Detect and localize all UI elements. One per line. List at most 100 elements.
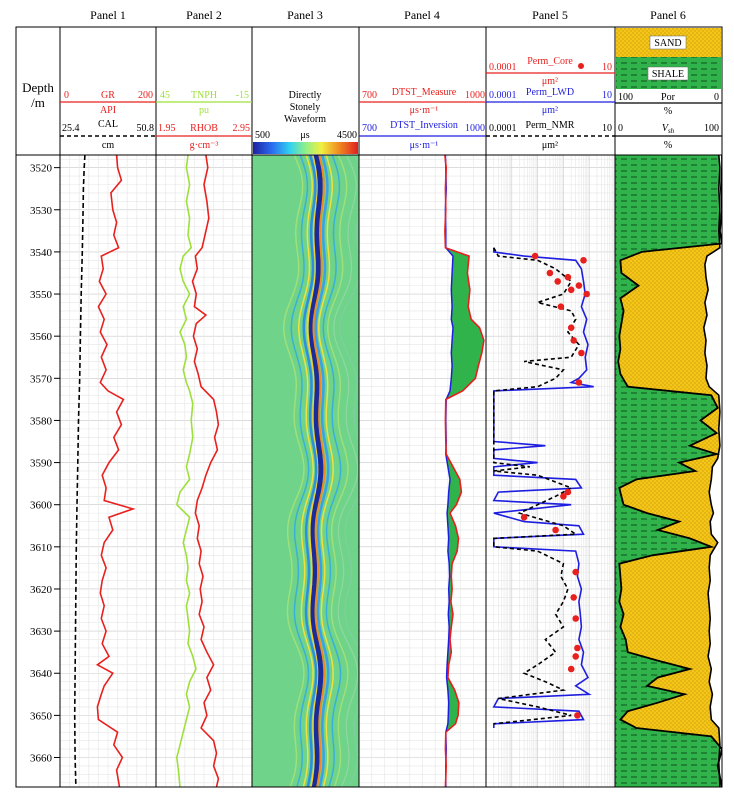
por-name: Por — [661, 92, 676, 103]
depth-tick-label: 3650 — [30, 710, 53, 722]
depth-tick-label: 3640 — [30, 668, 53, 680]
perm-core-max: 10 — [602, 62, 612, 73]
perm-core-point — [570, 594, 577, 601]
waveform-band — [283, 155, 305, 787]
perm-core-point — [557, 303, 565, 311]
tnph-unit: pu — [199, 105, 209, 116]
perm-core-point — [575, 379, 583, 386]
perm-core-point — [574, 644, 581, 652]
gr-max: 200 — [138, 90, 153, 101]
depth-tick-label: 3540 — [30, 247, 53, 259]
dtst-inversion-curve — [444, 155, 454, 787]
perm-core-point — [578, 349, 585, 357]
perm-core-name: Perm_Core — [527, 56, 573, 67]
porosity-fill — [703, 155, 722, 787]
vsh-name: Vsh — [662, 123, 675, 135]
perm-core-point — [572, 653, 579, 660]
gr-name: GR — [101, 90, 115, 101]
panel-3-title: Panel 3 — [287, 8, 323, 22]
waveform-band — [322, 155, 342, 787]
depth-tick-label: 3530 — [30, 205, 53, 217]
dtst-inversion-min: 700 — [362, 123, 377, 134]
perm-core-point — [546, 269, 554, 277]
vsh-unit: % — [664, 140, 672, 151]
perm-core-min: 0.0001 — [489, 62, 517, 73]
por-max: 0 — [714, 92, 719, 103]
waveform-band — [327, 155, 349, 787]
perm-core-legend-dot — [578, 63, 584, 69]
depth-tick-label: 3520 — [30, 163, 53, 175]
tnph-curve — [175, 155, 197, 787]
panel-6-header: SAND SHALE 100 Por 0 % 0 Vsh 100 % — [615, 28, 722, 151]
perm-core-unit: μm² — [542, 76, 558, 87]
cal-name: CAL — [98, 119, 118, 130]
track-frame — [15, 154, 723, 788]
cal-max: 50.8 — [137, 123, 155, 134]
perm-core-point — [567, 286, 575, 294]
shale-legend-label: SHALE — [652, 69, 684, 80]
wave-unit: μs — [300, 130, 309, 141]
rhob-min: 1.95 — [158, 123, 176, 134]
waveform-band — [314, 155, 330, 787]
perm-lwd-unit: μm² — [542, 105, 558, 116]
tnph-name: TNPH — [191, 90, 217, 101]
perm-core-point — [560, 493, 567, 500]
panel-titles: Panel 1 Panel 2 Panel 3 Panel 4 Panel 5 … — [90, 8, 686, 22]
vsh-name-main: V — [662, 123, 670, 134]
panel-5-title: Panel 5 — [532, 8, 568, 22]
waveform-band — [308, 155, 324, 787]
dtst-measure-max: 1000 — [465, 90, 485, 101]
track-1 — [73, 155, 136, 787]
gr-unit: API — [100, 105, 116, 116]
depth-tick-label: 3630 — [30, 626, 53, 638]
depth-ticks: 3520 3530 3540 3550 3560 3570 3580 3590 3600 3610… — [30, 163, 60, 765]
perm-core-point — [564, 488, 572, 496]
dtst-measure-min: 700 — [362, 90, 377, 101]
panel-2-header: 45 TNPH -15 pu 1.95 RHOB 2.95 g·cm⁻³ — [156, 90, 252, 151]
por-unit: % — [664, 106, 672, 117]
panel-4-title: Panel 4 — [404, 8, 440, 22]
perm-nmr-unit: μm² — [542, 140, 558, 151]
panel-5-header: Perm_Core 0.0001 10 μm² 0.0001 Perm_LWD … — [486, 56, 615, 151]
depth-tick-label: 3600 — [30, 500, 53, 512]
depth-unit: /m — [31, 95, 45, 110]
tnph-min: 45 — [160, 90, 170, 101]
wave-min: 500 — [255, 130, 270, 141]
sand-legend-label: SAND — [654, 38, 681, 49]
sand-fill — [618, 155, 722, 787]
cal-min: 25.4 — [62, 123, 80, 134]
perm-core-point — [580, 257, 587, 264]
dtst-difference-fill — [444, 155, 484, 787]
vsh-min: 0 — [618, 123, 623, 134]
wave-title-3: Waveform — [284, 114, 326, 125]
perm-core-point — [564, 273, 572, 281]
tnph-max: -15 — [236, 90, 249, 101]
depth-tick-label: 3580 — [30, 415, 53, 427]
perm-nmr-min: 0.0001 — [489, 123, 517, 134]
depth-tick-label: 3570 — [30, 373, 53, 385]
perm-core-point — [570, 337, 577, 344]
dtst-inversion-unit: μs·m⁻¹ — [410, 140, 439, 151]
perm-core-point — [554, 278, 561, 285]
waveform-band — [333, 155, 359, 787]
perm-core-point — [531, 252, 539, 260]
depth-tick-label: 3610 — [30, 542, 53, 554]
depth-tick-label: 3550 — [30, 289, 53, 301]
dtst-measure-name: DTST_Measure — [392, 87, 457, 98]
wave-title-1: Directly — [289, 90, 322, 101]
waveform-band — [312, 155, 326, 787]
track-4 — [444, 155, 485, 787]
perm-core-point — [567, 665, 575, 673]
panel-2-title: Panel 2 — [186, 8, 222, 22]
vsh-name-sub: sh — [668, 127, 675, 135]
wave-title-2: Stonely — [290, 102, 321, 113]
waveform-band — [290, 155, 310, 787]
waveform-band — [302, 155, 318, 787]
cal-curve — [73, 155, 86, 787]
panel-1-title: Panel 1 — [90, 8, 126, 22]
gr-curve — [95, 155, 136, 787]
rhob-unit: g·cm⁻³ — [190, 140, 219, 151]
depth-label: Depth — [22, 80, 54, 95]
perm-nmr-name: Perm_NMR — [526, 120, 575, 131]
